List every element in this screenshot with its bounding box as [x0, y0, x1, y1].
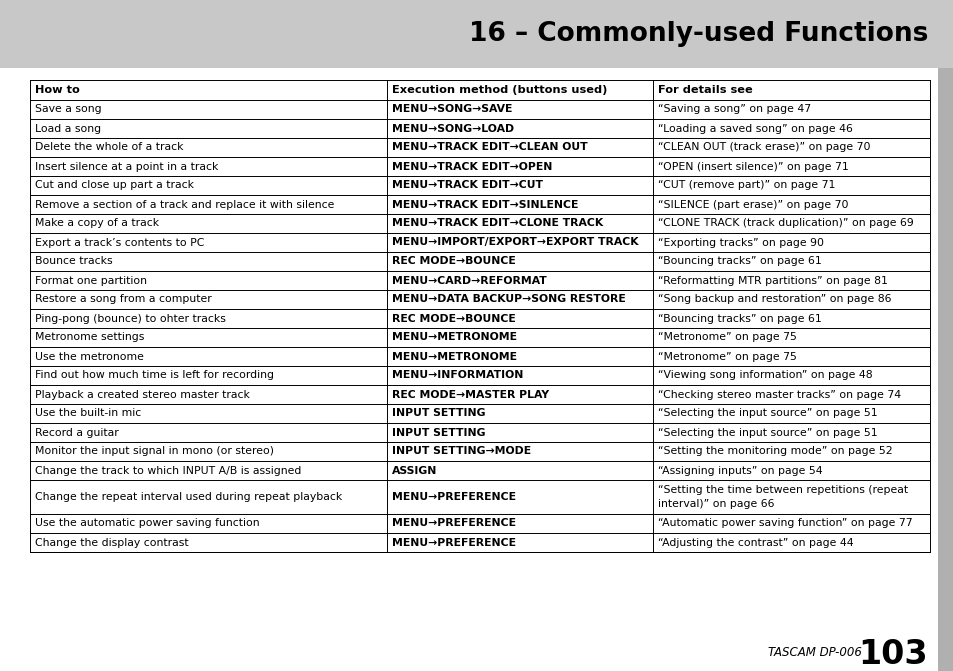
Text: REC MODE→BOUNCE: REC MODE→BOUNCE: [392, 256, 516, 266]
Text: Metronome settings: Metronome settings: [35, 333, 144, 342]
Text: Execution method (buttons used): Execution method (buttons used): [392, 85, 607, 95]
Text: Ping-pong (bounce) to ohter tracks: Ping-pong (bounce) to ohter tracks: [35, 313, 226, 323]
Text: Save a song: Save a song: [35, 105, 102, 115]
Text: MENU→SONG→LOAD: MENU→SONG→LOAD: [392, 123, 514, 134]
Text: “CUT (remove part)” on page 71: “CUT (remove part)” on page 71: [658, 180, 834, 191]
Text: MENU→IMPORT/EXPORT→EXPORT TRACK: MENU→IMPORT/EXPORT→EXPORT TRACK: [392, 238, 639, 248]
Text: “Setting the time between repetitions (repeat: “Setting the time between repetitions (r…: [658, 484, 907, 495]
Text: interval)” on page 66: interval)” on page 66: [658, 499, 774, 509]
Bar: [937, 68, 953, 671]
Text: INPUT SETTING: INPUT SETTING: [392, 409, 485, 419]
Text: Cut and close up part a track: Cut and close up part a track: [35, 180, 193, 191]
Text: Delete the whole of a track: Delete the whole of a track: [35, 142, 183, 152]
Text: Insert silence at a point in a track: Insert silence at a point in a track: [35, 162, 218, 172]
Text: “Viewing song information” on page 48: “Viewing song information” on page 48: [658, 370, 871, 380]
Text: MENU→DATA BACKUP→SONG RESTORE: MENU→DATA BACKUP→SONG RESTORE: [392, 295, 625, 305]
Text: Restore a song from a computer: Restore a song from a computer: [35, 295, 212, 305]
Text: Playback a created stereo master track: Playback a created stereo master track: [35, 389, 250, 399]
Text: MENU→PREFERENCE: MENU→PREFERENCE: [392, 537, 516, 548]
Text: “Reformatting MTR partitions” on page 81: “Reformatting MTR partitions” on page 81: [658, 276, 886, 285]
Text: MENU→CARD→REFORMAT: MENU→CARD→REFORMAT: [392, 276, 546, 285]
Text: MENU→METRONOME: MENU→METRONOME: [392, 333, 517, 342]
Text: MENU→SONG→SAVE: MENU→SONG→SAVE: [392, 105, 512, 115]
Text: ASSIGN: ASSIGN: [392, 466, 437, 476]
Text: MENU→TRACK EDIT→CUT: MENU→TRACK EDIT→CUT: [392, 180, 542, 191]
Text: “Bouncing tracks” on page 61: “Bouncing tracks” on page 61: [658, 256, 821, 266]
Text: “Adjusting the contrast” on page 44: “Adjusting the contrast” on page 44: [658, 537, 853, 548]
Text: “Selecting the input source” on page 51: “Selecting the input source” on page 51: [658, 409, 877, 419]
Text: Change the track to which INPUT A/B is assigned: Change the track to which INPUT A/B is a…: [35, 466, 301, 476]
Text: MENU→METRONOME: MENU→METRONOME: [392, 352, 517, 362]
Text: MENU→TRACK EDIT→CLEAN OUT: MENU→TRACK EDIT→CLEAN OUT: [392, 142, 587, 152]
Text: MENU→PREFERENCE: MENU→PREFERENCE: [392, 492, 516, 502]
Bar: [0, 0, 953, 68]
Text: “Song backup and restoration” on page 86: “Song backup and restoration” on page 86: [658, 295, 890, 305]
Text: MENU→TRACK EDIT→CLONE TRACK: MENU→TRACK EDIT→CLONE TRACK: [392, 219, 603, 229]
Text: MENU→TRACK EDIT→SINLENCE: MENU→TRACK EDIT→SINLENCE: [392, 199, 578, 209]
Text: INPUT SETTING→MODE: INPUT SETTING→MODE: [392, 446, 531, 456]
Text: “Checking stereo master tracks” on page 74: “Checking stereo master tracks” on page …: [658, 389, 900, 399]
Text: MENU→INFORMATION: MENU→INFORMATION: [392, 370, 523, 380]
Text: “Automatic power saving function” on page 77: “Automatic power saving function” on pag…: [658, 519, 911, 529]
Text: Change the repeat interval used during repeat playback: Change the repeat interval used during r…: [35, 492, 342, 502]
Text: “SILENCE (part erase)” on page 70: “SILENCE (part erase)” on page 70: [658, 199, 847, 209]
Text: “Saving a song” on page 47: “Saving a song” on page 47: [658, 105, 810, 115]
Text: “Assigning inputs” on page 54: “Assigning inputs” on page 54: [658, 466, 821, 476]
Text: 103: 103: [858, 639, 927, 671]
Text: “Selecting the input source” on page 51: “Selecting the input source” on page 51: [658, 427, 877, 437]
Text: Use the automatic power saving function: Use the automatic power saving function: [35, 519, 259, 529]
Text: For details see: For details see: [658, 85, 752, 95]
Text: Format one partition: Format one partition: [35, 276, 147, 285]
Text: “Loading a saved song” on page 46: “Loading a saved song” on page 46: [658, 123, 852, 134]
Text: “Bouncing tracks” on page 61: “Bouncing tracks” on page 61: [658, 313, 821, 323]
Text: Load a song: Load a song: [35, 123, 101, 134]
Text: 16 – Commonly-used Functions: 16 – Commonly-used Functions: [468, 21, 927, 47]
Text: “CLEAN OUT (track erase)” on page 70: “CLEAN OUT (track erase)” on page 70: [658, 142, 869, 152]
Text: “Metronome” on page 75: “Metronome” on page 75: [658, 333, 796, 342]
Text: Make a copy of a track: Make a copy of a track: [35, 219, 159, 229]
Text: “Metronome” on page 75: “Metronome” on page 75: [658, 352, 796, 362]
Text: MENU→PREFERENCE: MENU→PREFERENCE: [392, 519, 516, 529]
Text: “CLONE TRACK (track duplication)” on page 69: “CLONE TRACK (track duplication)” on pag…: [658, 219, 913, 229]
Text: Record a guitar: Record a guitar: [35, 427, 118, 437]
Text: Monitor the input signal in mono (or stereo): Monitor the input signal in mono (or ste…: [35, 446, 274, 456]
Text: REC MODE→MASTER PLAY: REC MODE→MASTER PLAY: [392, 389, 549, 399]
Text: Remove a section of a track and replace it with silence: Remove a section of a track and replace …: [35, 199, 334, 209]
Text: Use the built-in mic: Use the built-in mic: [35, 409, 141, 419]
Text: TASCAM DP-006: TASCAM DP-006: [767, 646, 862, 660]
Text: INPUT SETTING: INPUT SETTING: [392, 427, 485, 437]
Text: Export a track’s contents to PC: Export a track’s contents to PC: [35, 238, 204, 248]
Text: “Exporting tracks” on page 90: “Exporting tracks” on page 90: [658, 238, 823, 248]
Text: Change the display contrast: Change the display contrast: [35, 537, 189, 548]
Text: “Setting the monitoring mode” on page 52: “Setting the monitoring mode” on page 52: [658, 446, 891, 456]
Text: “OPEN (insert silence)” on page 71: “OPEN (insert silence)” on page 71: [658, 162, 847, 172]
Text: Bounce tracks: Bounce tracks: [35, 256, 112, 266]
Text: MENU→TRACK EDIT→OPEN: MENU→TRACK EDIT→OPEN: [392, 162, 552, 172]
Text: Find out how much time is left for recording: Find out how much time is left for recor…: [35, 370, 274, 380]
Text: How to: How to: [35, 85, 80, 95]
Text: REC MODE→BOUNCE: REC MODE→BOUNCE: [392, 313, 516, 323]
Text: Use the metronome: Use the metronome: [35, 352, 144, 362]
